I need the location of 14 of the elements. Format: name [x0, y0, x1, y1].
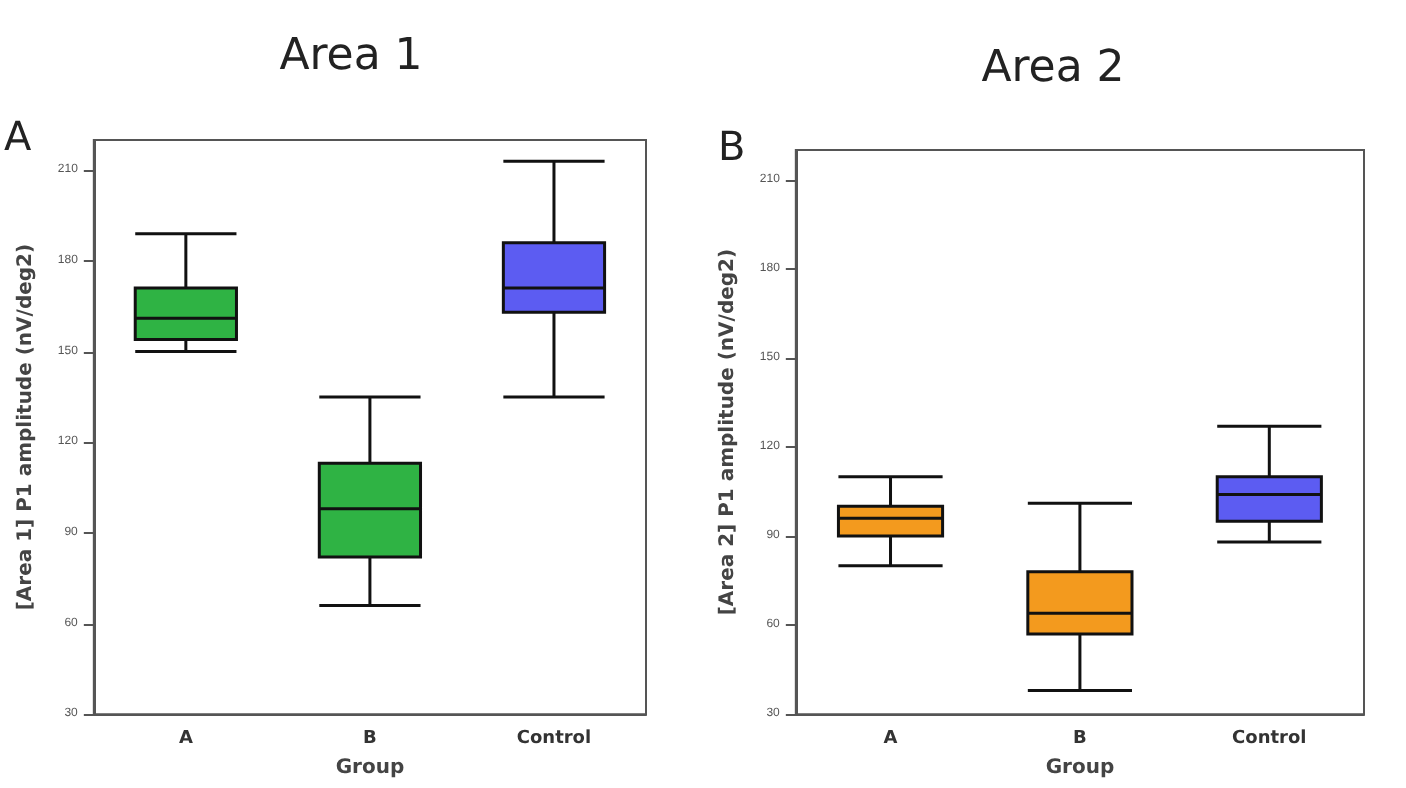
text: A: [4, 112, 32, 160]
x-tick-label: A: [883, 729, 898, 750]
x-tick-label: A: [178, 729, 193, 750]
text: B: [718, 122, 746, 170]
chart-title: Area 1: [279, 31, 423, 81]
x-tick-label: B: [1073, 729, 1088, 750]
y-axis-title: [Area 2] P1 amplitude (nV/deg2): [717, 248, 739, 616]
x-tick-label: B: [363, 729, 378, 750]
chart-title: Area 2: [981, 43, 1125, 93]
x-axis-title: Group: [1045, 757, 1115, 779]
x-axis-title: Group: [335, 757, 405, 779]
y-axis-title: [Area 1] P1 amplitude (nV/deg2): [15, 243, 37, 611]
x-tick-label: Control: [1232, 729, 1307, 750]
x-tick-label: Control: [516, 729, 592, 750]
